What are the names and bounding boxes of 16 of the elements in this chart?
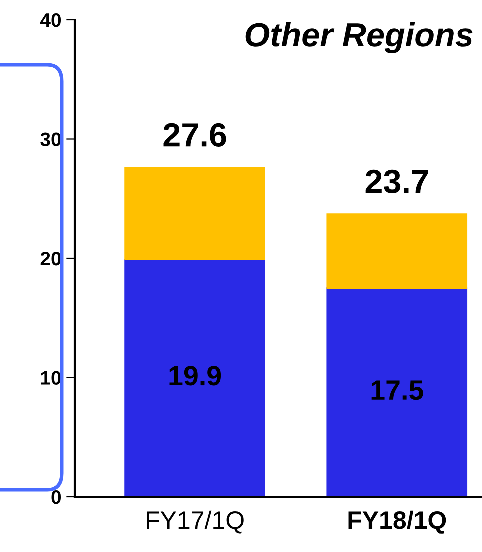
- data-label: 17.5: [372, 380, 424, 400]
- bar: [124, 167, 266, 260]
- y-tick-label: 40: [40, 13, 62, 28]
- x-tick-label: FY18/1Q: [348, 510, 446, 534]
- y-tick-label: 10: [41, 371, 62, 385]
- y-tick-label: 20: [40, 252, 62, 266]
- bar: [326, 214, 468, 290]
- bar: [124, 258, 266, 497]
- data-label: 19.9: [170, 366, 222, 386]
- chart-title: Other Regions: [246, 22, 473, 54]
- bar: [326, 288, 468, 497]
- total-label: 27.6: [164, 123, 226, 147]
- x-tick-label: FY17/1Q: [147, 510, 244, 534]
- y-tick-label: 30: [40, 132, 62, 147]
- total-label: 23.7: [366, 170, 428, 194]
- y-tick-label: 0: [52, 490, 62, 504]
